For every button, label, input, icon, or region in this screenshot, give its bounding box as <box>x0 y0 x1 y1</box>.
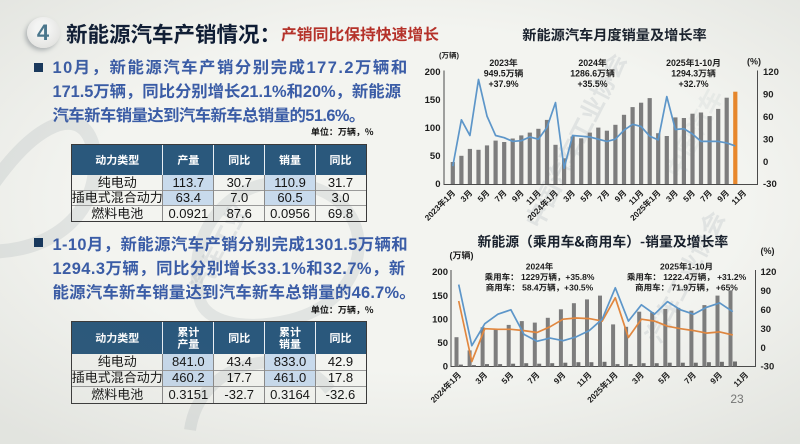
svg-text:60: 60 <box>761 305 772 316</box>
svg-text:5月: 5月 <box>657 371 672 386</box>
svg-text:9月: 9月 <box>552 371 567 386</box>
svg-text:30: 30 <box>763 134 774 145</box>
svg-text:7月: 7月 <box>683 371 698 386</box>
svg-text:2024年1月: 2024年1月 <box>429 371 463 405</box>
svg-text:5月: 5月 <box>682 189 697 204</box>
svg-text:150: 150 <box>432 291 448 302</box>
svg-text:+32.7%: +32.7% <box>678 79 708 89</box>
svg-text:60: 60 <box>763 112 774 123</box>
svg-text:200: 200 <box>432 267 448 278</box>
svg-text:30: 30 <box>761 324 772 335</box>
svg-text:3月: 3月 <box>664 189 679 204</box>
svg-text:100: 100 <box>432 314 448 325</box>
svg-text:3月: 3月 <box>630 371 645 386</box>
svg-text:7月: 7月 <box>596 189 611 204</box>
svg-text:200: 200 <box>425 67 441 78</box>
svg-text:2023年: 2023年 <box>489 58 518 68</box>
svg-text:5月: 5月 <box>500 371 515 386</box>
svg-text:0: 0 <box>443 362 448 373</box>
svg-text:11月: 11月 <box>730 189 748 207</box>
svg-text:50: 50 <box>437 338 448 349</box>
svg-text:100: 100 <box>425 123 441 134</box>
svg-text:乘用车： 1229万辆，+35.8%: 乘用车： 1229万辆，+35.8% <box>485 272 595 282</box>
svg-text:3月: 3月 <box>459 189 474 204</box>
svg-text:(%): (%) <box>761 246 775 256</box>
svg-text:9月: 9月 <box>613 189 628 204</box>
svg-text:商用车： 71.9万辆， +65%: 商用车： 71.9万辆， +65% <box>635 283 738 293</box>
svg-text:0: 0 <box>763 157 768 168</box>
svg-text:+37.9%: +37.9% <box>488 79 518 89</box>
svg-text:2024年: 2024年 <box>578 58 607 68</box>
svg-text:-30: -30 <box>761 362 775 373</box>
svg-text:0: 0 <box>761 343 766 354</box>
svg-text:7月: 7月 <box>526 371 541 386</box>
svg-text:3月: 3月 <box>474 371 489 386</box>
svg-text:5月: 5月 <box>579 189 594 204</box>
svg-text:120: 120 <box>761 267 777 278</box>
svg-text:9月: 9月 <box>709 371 724 386</box>
svg-text:(万辆): (万辆) <box>450 249 474 262</box>
svg-text:90: 90 <box>761 286 772 297</box>
svg-text:乘用车： 1222.4万辆， +31.2%: 乘用车： 1222.4万辆， +31.2% <box>627 272 747 282</box>
svg-text:5月: 5月 <box>476 189 491 204</box>
svg-text:120: 120 <box>763 67 779 78</box>
svg-text:7月: 7月 <box>493 189 508 204</box>
svg-text:2023年1月: 2023年1月 <box>423 189 457 223</box>
svg-text:11月: 11月 <box>732 371 750 389</box>
svg-text:(%): (%) <box>747 57 761 67</box>
svg-text:150: 150 <box>425 95 441 106</box>
svg-text:949.5万辆: 949.5万辆 <box>484 69 524 79</box>
svg-text:9月: 9月 <box>510 189 525 204</box>
svg-text:(万辆): (万辆) <box>439 50 459 61</box>
svg-text:90: 90 <box>763 90 774 101</box>
svg-text:50: 50 <box>430 151 441 162</box>
svg-text:商用车： 58.4万辆，+30.5%: 商用车： 58.4万辆，+30.5% <box>486 283 594 293</box>
svg-text:新能源汽车月度销量及增长率: 新能源汽车月度销量及增长率 <box>522 25 706 45</box>
svg-text:9月: 9月 <box>716 189 731 204</box>
svg-text:7月: 7月 <box>699 189 714 204</box>
svg-text:1294.3万辆: 1294.3万辆 <box>671 69 716 79</box>
svg-text:+35.5%: +35.5% <box>577 79 607 89</box>
svg-text:1286.6万辆: 1286.6万辆 <box>570 69 615 79</box>
svg-text:2025年1-10月: 2025年1-10月 <box>666 58 721 68</box>
svg-text:新能源（乘用车&商用车）-销量及增长率: 新能源（乘用车&商用车）-销量及增长率 <box>478 231 729 251</box>
svg-text:2025年1-10月: 2025年1-10月 <box>660 262 713 272</box>
svg-text:-30: -30 <box>763 179 777 190</box>
svg-text:0: 0 <box>435 179 440 190</box>
svg-text:11月: 11月 <box>575 371 593 389</box>
svg-text:2024年: 2024年 <box>526 262 554 272</box>
svg-text:3月: 3月 <box>562 189 577 204</box>
